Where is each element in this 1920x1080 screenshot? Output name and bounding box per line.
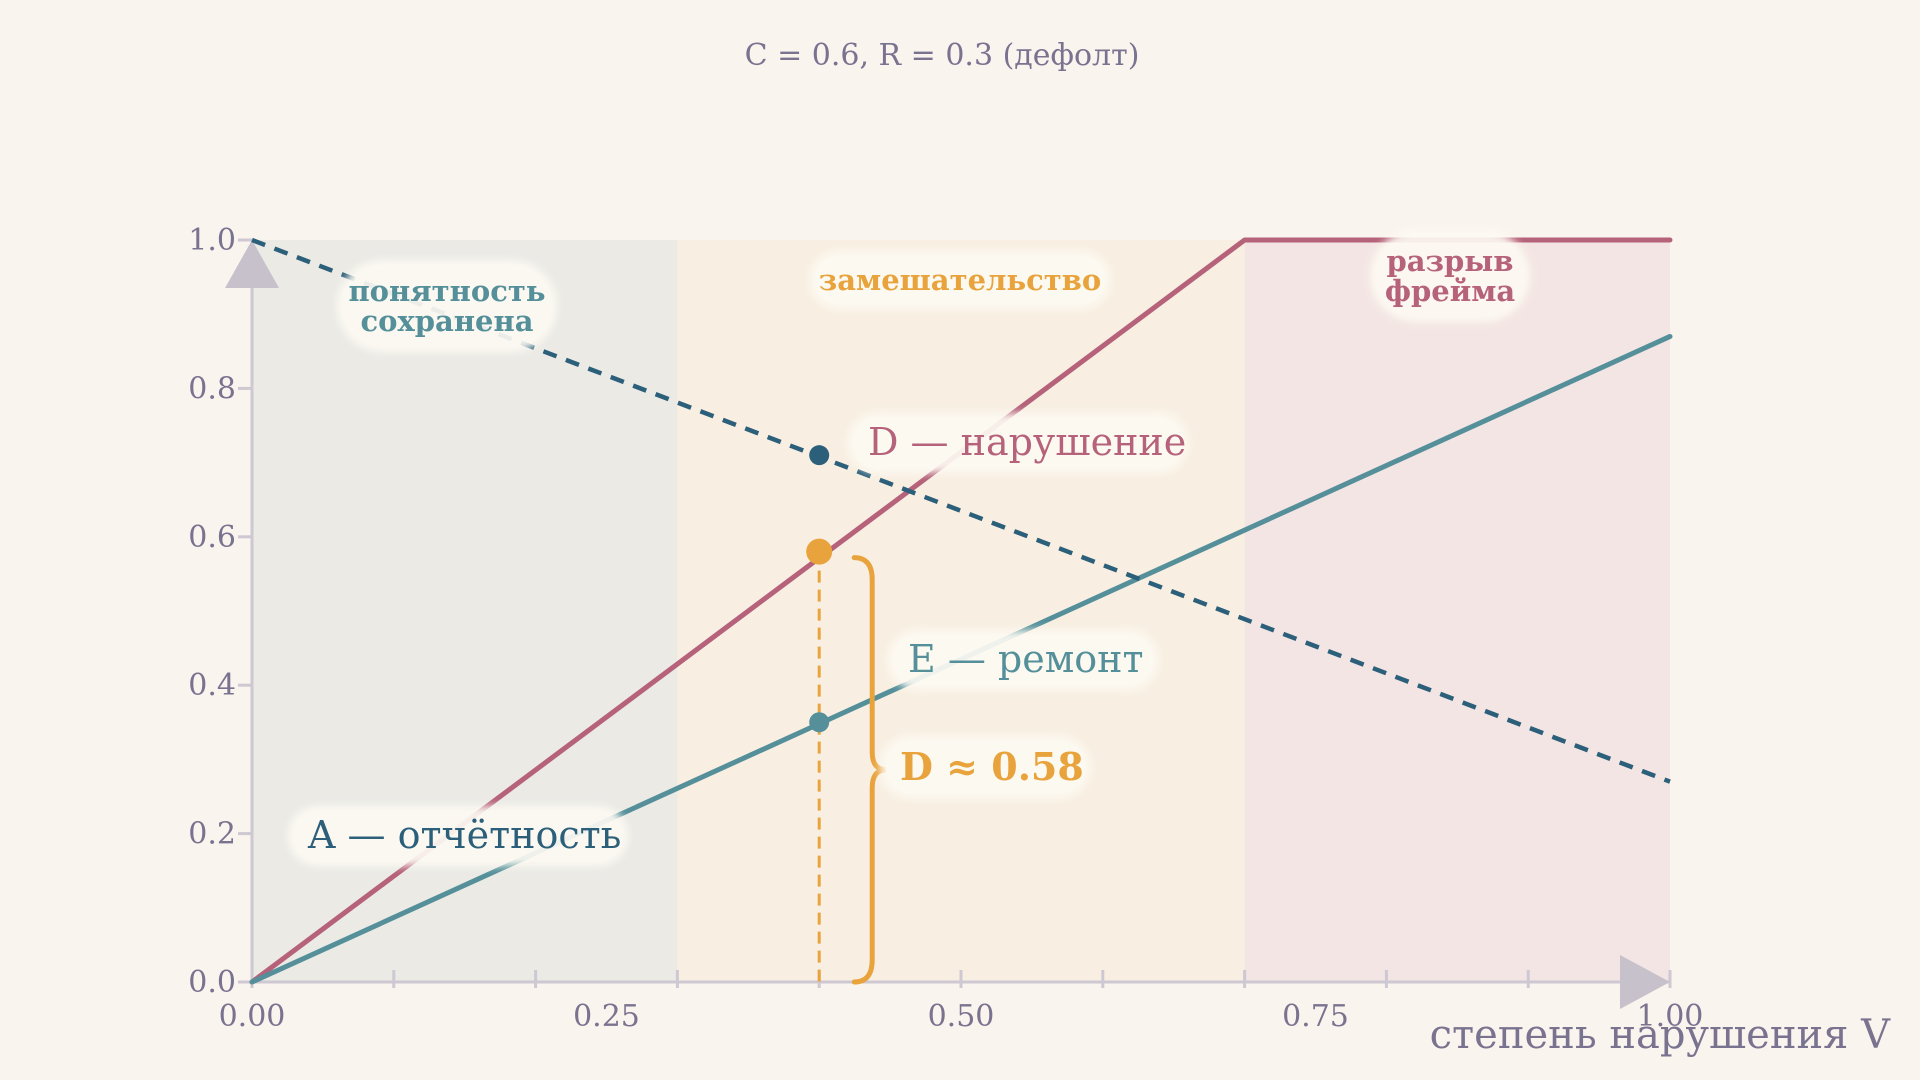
region-label-line: фрейма xyxy=(1385,274,1516,308)
region-label-bg-2 xyxy=(1370,230,1530,322)
labels: понятность сохранена замешательство разрыв ф… xyxy=(288,230,1530,866)
y-tick-label: 0.0 xyxy=(188,965,236,1000)
region-band-2 xyxy=(1244,240,1670,982)
region-label-2: разрыв фрейма xyxy=(1385,244,1516,308)
series-label-e-ремонт: E — ремонт xyxy=(908,637,1144,681)
marker-point-a-отчётность xyxy=(809,445,830,466)
series-label-bg-e-ремонт xyxy=(888,630,1158,690)
y-tick-label: 0.8 xyxy=(188,371,236,406)
region-label-line: сохранена xyxy=(360,304,533,338)
region-label-line: замешательство xyxy=(819,263,1102,297)
series-label-d-нарушение: D — нарушение xyxy=(868,420,1186,464)
marker-point-d-нарушение xyxy=(806,538,833,565)
chart-title: C = 0.6, R = 0.3 (дефолт) xyxy=(745,38,1140,73)
series-line-d-нарушение xyxy=(249,237,1673,985)
y-tick-label: 0.6 xyxy=(188,520,236,555)
x-axis-label: степень нарушения V xyxy=(1430,1012,1891,1058)
x-tick-label: 1.00 xyxy=(1637,999,1704,1034)
x-tick-label: 0.75 xyxy=(1282,999,1349,1034)
region-label-1: замешательство xyxy=(819,263,1102,297)
x-tick-label: 0.50 xyxy=(928,999,995,1034)
marker-point-e-ремонт xyxy=(809,712,830,733)
region-label-line: понятность xyxy=(348,274,545,308)
region-label-line: разрыв xyxy=(1386,244,1513,278)
axes: 0.00 0.25 0.50 0.75 1.00 0.0 0.2 0.4 0.6 0.8 1.0 xyxy=(188,223,1703,1034)
y-tick-label: 0.2 xyxy=(188,817,236,852)
region-band-1 xyxy=(677,240,1245,982)
region-label-bg-0 xyxy=(337,260,557,352)
series-label-bg-a-отчётность xyxy=(288,806,628,866)
y-tick-label: 0.4 xyxy=(188,668,236,703)
region-label-0: понятность сохранена xyxy=(348,274,545,338)
x-axis-arrow xyxy=(1620,955,1670,1009)
series-label-a-отчётность: A — отчётность xyxy=(307,813,621,857)
regions xyxy=(252,240,1670,982)
x-tick-label: 0.00 xyxy=(219,999,286,1034)
region-label-bg-1 xyxy=(810,251,1110,309)
annotation-bg xyxy=(880,736,1090,798)
y-axis-arrow xyxy=(225,240,279,288)
y-tick-label: 1.0 xyxy=(188,223,236,258)
annotation-value: D ≈ 0.58 xyxy=(900,744,1084,789)
series-label-bg-d-нарушение xyxy=(848,413,1188,473)
x-tick-label: 0.25 xyxy=(573,999,640,1034)
